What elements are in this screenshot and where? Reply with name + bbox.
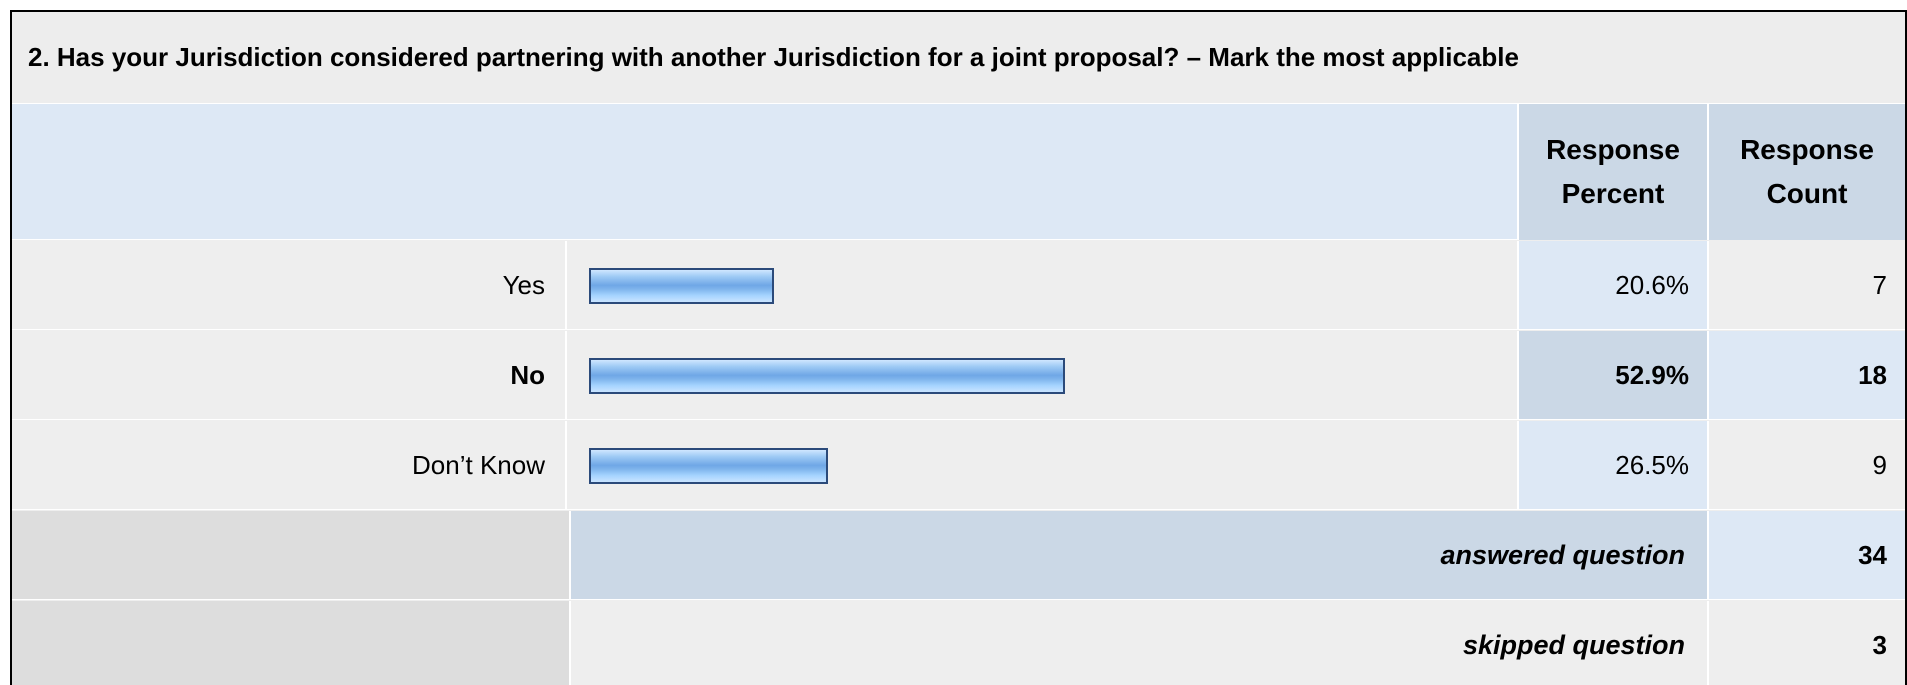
- response-count-header: Response Count: [1707, 104, 1905, 240]
- row-percent: 20.6%: [1517, 241, 1707, 329]
- table-row: No 52.9% 18: [12, 331, 1905, 420]
- answered-question-label: answered question: [569, 511, 1707, 599]
- response-percent-header: Response Percent: [1517, 104, 1707, 240]
- response-percent-header-line1: Response: [1546, 134, 1680, 165]
- bar-dont-know: [589, 448, 828, 484]
- row-percent: 26.5%: [1517, 421, 1707, 509]
- table-row: Yes 20.6% 7: [12, 241, 1905, 330]
- answered-question-row: answered question 34: [12, 511, 1905, 600]
- question-title: 2. Has your Jurisdiction considered part…: [12, 12, 1905, 104]
- table-header: Response Percent Response Count: [12, 104, 1905, 240]
- row-count: 9: [1707, 421, 1905, 509]
- row-percent: 52.9%: [1517, 331, 1707, 419]
- skipped-question-count: 3: [1707, 601, 1905, 685]
- bar-no: [589, 358, 1065, 394]
- survey-result-table: 2. Has your Jurisdiction considered part…: [10, 10, 1907, 685]
- row-label: Yes: [12, 241, 567, 329]
- answered-question-count: 34: [1707, 511, 1905, 599]
- response-percent-header-line2: Percent: [1561, 178, 1665, 209]
- row-label: No: [12, 331, 567, 419]
- table-row: Don’t Know 26.5% 9: [12, 421, 1905, 510]
- bar-track: [569, 421, 1517, 509]
- response-count-header-line2: Count: [1766, 178, 1848, 209]
- bar-yes: [589, 268, 774, 304]
- response-count-header-line1: Response: [1740, 134, 1874, 165]
- row-count: 7: [1707, 241, 1905, 329]
- bar-track: [569, 241, 1517, 329]
- skipped-question-label: skipped question: [569, 601, 1707, 685]
- skipped-question-row: skipped question 3: [12, 601, 1905, 685]
- row-label: Don’t Know: [12, 421, 567, 509]
- bar-track: [569, 331, 1517, 419]
- row-count: 18: [1707, 331, 1905, 419]
